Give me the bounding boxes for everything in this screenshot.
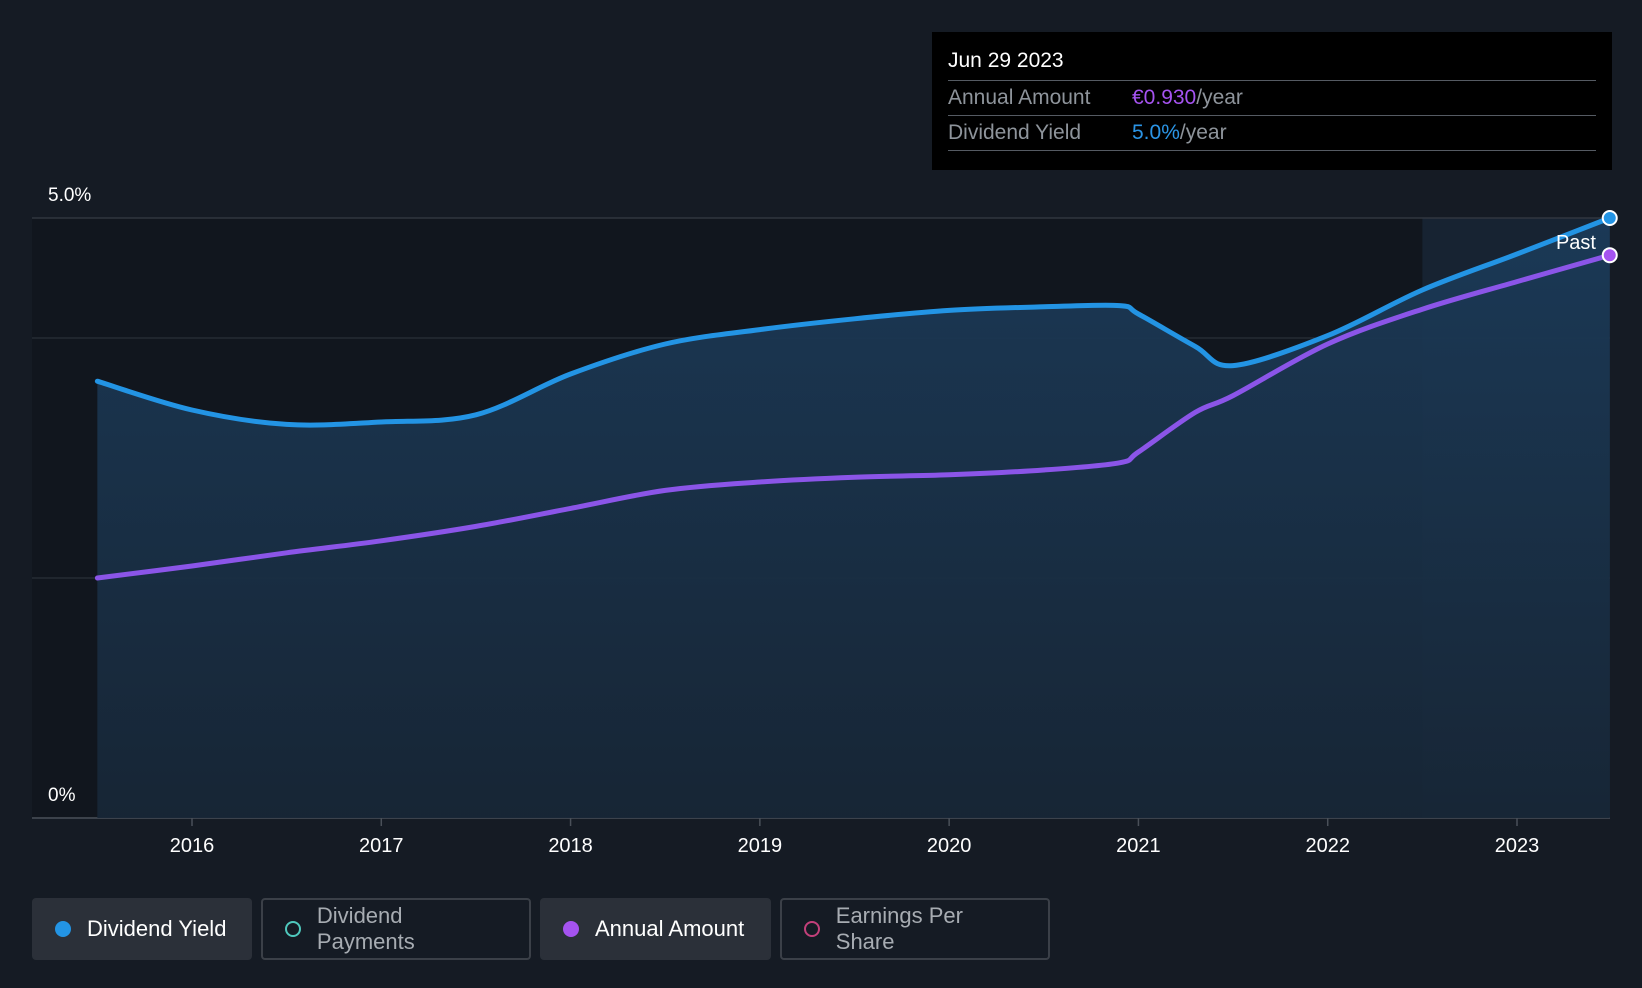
dividend-yield-line bbox=[94, 215, 1613, 428]
legend-dividend-yield[interactable]: Dividend Yield bbox=[32, 898, 252, 960]
legend-earnings-per-share[interactable]: Earnings Per Share bbox=[780, 898, 1050, 960]
annual-amount-dot-icon bbox=[563, 921, 579, 937]
tooltip-annual-amount-value: €0.930 bbox=[1132, 86, 1197, 109]
dividend-payments-ring-icon bbox=[285, 921, 301, 937]
earnings-per-share-ring-icon bbox=[804, 921, 820, 937]
x-tick-label: 2021 bbox=[1116, 835, 1161, 857]
legend-label: Annual Amount bbox=[595, 916, 745, 941]
amount-end-marker[interactable] bbox=[1601, 247, 1618, 264]
x-tick-label: 2022 bbox=[1305, 835, 1350, 857]
y-tick-label: 0% bbox=[48, 785, 76, 806]
tooltip-annual-amount-unit: /year bbox=[1196, 86, 1243, 109]
x-tick-label: 2018 bbox=[548, 835, 593, 857]
dividend-yield-dot-icon bbox=[55, 921, 71, 937]
x-tick-label: 2020 bbox=[927, 835, 972, 857]
x-tick-label: 2016 bbox=[170, 835, 215, 857]
tooltip-date: Jun 29 2023 bbox=[948, 46, 1596, 81]
x-tick-label: 2019 bbox=[738, 835, 783, 857]
x-tick-label: 2017 bbox=[359, 835, 404, 857]
tooltip-annual-amount-label: Annual Amount bbox=[948, 86, 1091, 109]
legend-label: Earnings Per Share bbox=[835, 903, 963, 954]
y-axis: 5.0% 0% bbox=[48, 185, 91, 806]
y-tick-label: 5.0% bbox=[48, 185, 91, 206]
tooltip-dividend-yield-value: 5.0% bbox=[1132, 121, 1180, 144]
legend-dividend-payments[interactable]: Dividend Payments bbox=[261, 898, 531, 960]
tooltip-dividend-yield-label: Dividend Yield bbox=[948, 121, 1082, 144]
past-label: Past bbox=[1556, 232, 1596, 254]
x-axis: 2016 2017 2018 2019 2020 2021 2022 2023 bbox=[170, 818, 1540, 857]
legend-annual-amount[interactable]: Annual Amount bbox=[540, 898, 771, 960]
tooltip-dividend-yield-row: Dividend Yield 5.0% /year bbox=[948, 116, 1596, 151]
legend-label: Dividend Payments bbox=[316, 903, 415, 954]
tooltip-annual-amount-row: Annual Amount €0.930 /year bbox=[948, 81, 1596, 116]
legend-label: Dividend Yield bbox=[87, 916, 227, 941]
x-tick-label: 2023 bbox=[1495, 835, 1540, 857]
annual-amount-line bbox=[94, 252, 1613, 581]
legend: Dividend Yield Dividend Payments Annual … bbox=[32, 898, 1050, 960]
tooltip: Jun 29 2023 Annual Amount €0.930 /year D… bbox=[932, 32, 1612, 170]
yield-end-marker[interactable] bbox=[1601, 210, 1618, 226]
tooltip-dividend-yield-unit: /year bbox=[1179, 121, 1227, 144]
